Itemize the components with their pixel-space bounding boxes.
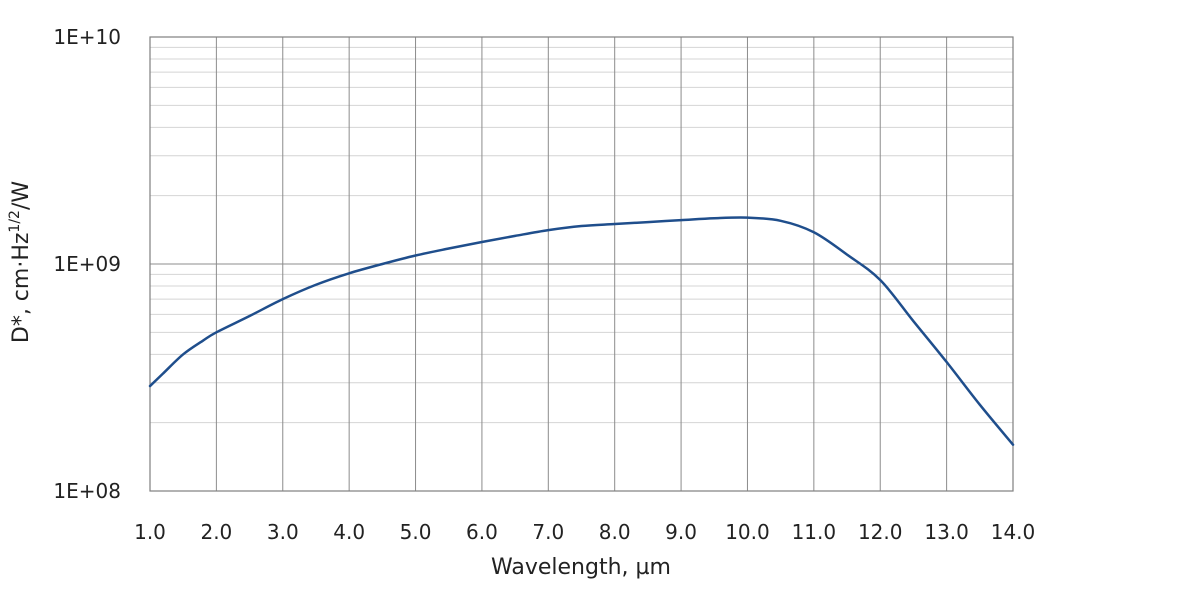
series-line [148,216,1015,446]
y-axis-title: D*, cm·Hz1/2/W [7,181,34,343]
x-tick-label: 10.0 [725,520,770,544]
y-tick-label: 1E+08 [53,479,121,503]
x-tick-label: 12.0 [858,520,903,544]
y-tick-labels: 1E+08 1E+09 1E+10 [53,25,121,503]
plot-area-frame [149,36,1014,492]
x-tick-label: 4.0 [333,520,365,544]
x-tick-label: 13.0 [924,520,969,544]
minor-gridlines [150,46,1013,424]
x-tick-label: 8.0 [599,520,631,544]
x-tick-label: 2.0 [200,520,232,544]
x-tick-label: 1.0 [134,520,166,544]
y-tick-label: 1E+09 [53,252,121,276]
y-axis-title-superscript: 1/2 [7,210,23,233]
series-layer [148,216,1015,446]
x-tick-label: 5.0 [400,520,432,544]
x-tick-label: 14.0 [991,520,1036,544]
x-tick-label: 3.0 [267,520,299,544]
x-tick-label: 7.0 [532,520,564,544]
x-axis-title: Wavelength, µm [491,555,671,580]
x-tick-label: 6.0 [466,520,498,544]
y-axis-title-suffix: /W [9,181,34,210]
y-axis-title-base: D*, cm·Hz [9,233,34,344]
x-tick-label: 11.0 [792,520,837,544]
x-tick-labels: 1.0 2.0 3.0 4.0 5.0 6.0 7.0 8.0 9.0 10.0 11.0 12.0 1… [134,520,1035,544]
y-tick-label: 1E+10 [53,25,121,49]
x-tick-label: 9.0 [665,520,697,544]
